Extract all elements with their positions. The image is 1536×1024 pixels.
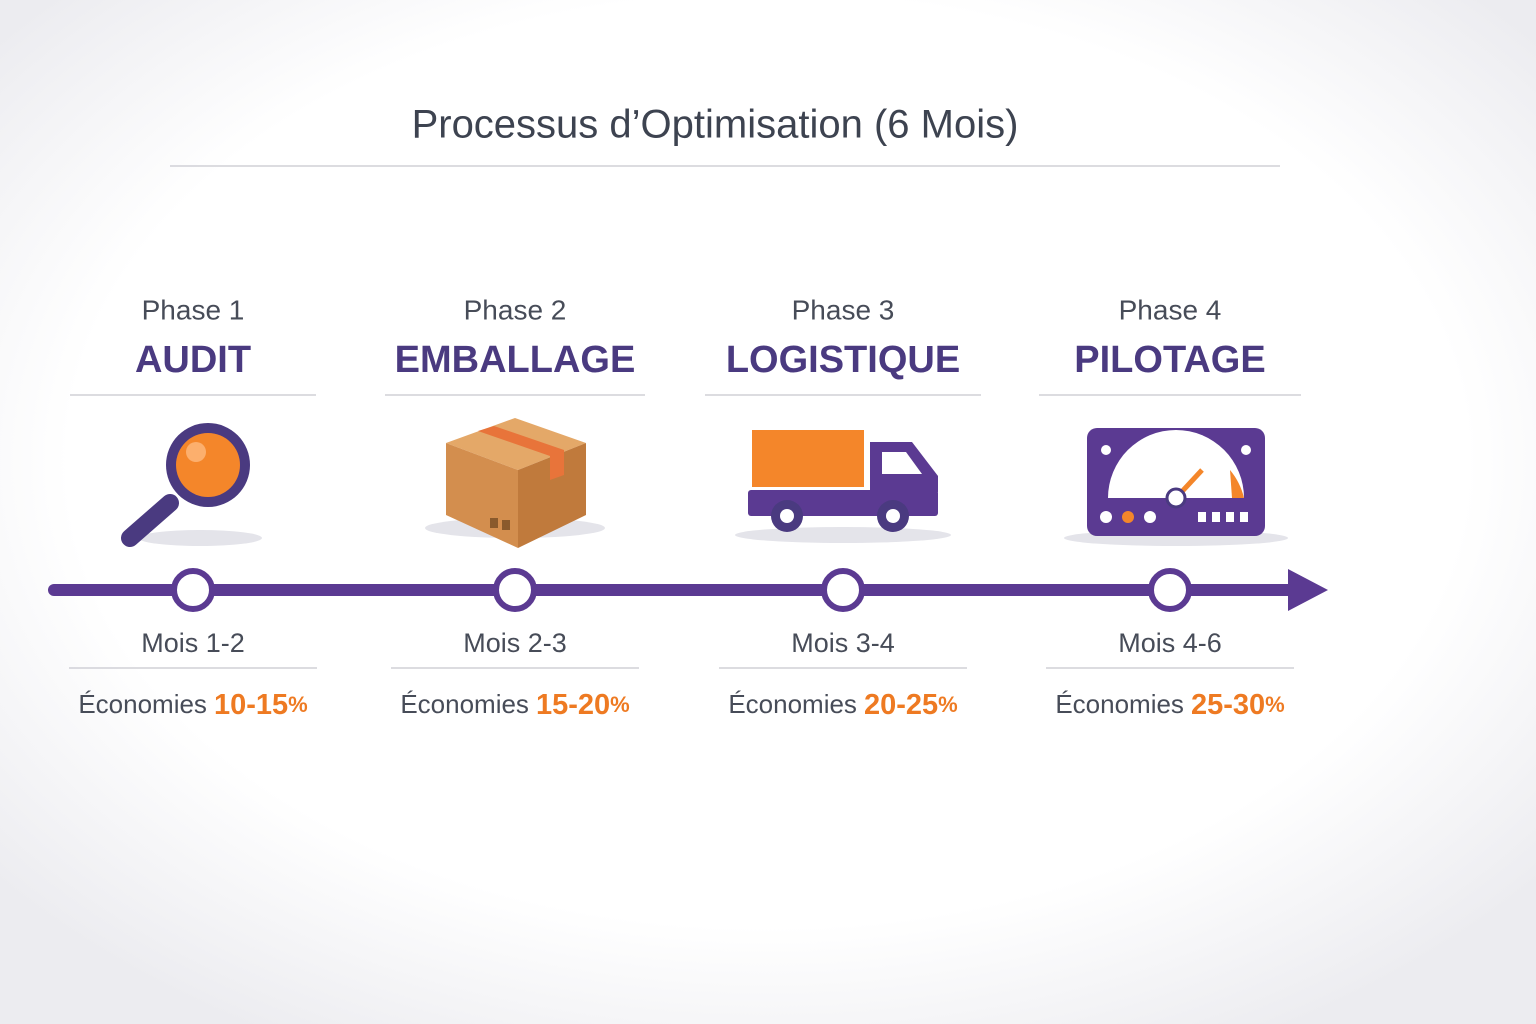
- savings-label: Économies: [1055, 689, 1184, 719]
- months-label: Mois 4-6: [1118, 628, 1222, 658]
- savings-label: Économies: [728, 689, 857, 719]
- timeline-arrow: [1288, 569, 1328, 611]
- savings: Économies 25-30%: [1055, 689, 1284, 721]
- savings-unit: %: [938, 692, 958, 717]
- milestone: [171, 568, 215, 612]
- savings-unit: %: [288, 692, 308, 717]
- savings: Économies 20-25%: [728, 689, 957, 721]
- icon-magnifier: [121, 423, 262, 547]
- savings-label: Économies: [78, 689, 207, 719]
- milestone: [493, 568, 537, 612]
- savings-range: 15-20: [536, 689, 610, 721]
- phase-label: Phase 4: [1119, 294, 1222, 325]
- title: Processus d’Optimisation (6 Mois): [412, 103, 1019, 147]
- milestone: [1148, 568, 1192, 612]
- months-label: Mois 3-4: [791, 628, 895, 658]
- phase-name: LOGISTIQUE: [726, 339, 960, 381]
- savings: Économies 15-20%: [400, 689, 629, 721]
- savings-unit: %: [1265, 692, 1285, 717]
- savings-unit: %: [610, 692, 630, 717]
- phase-name: AUDIT: [135, 339, 251, 381]
- milestone: [821, 568, 865, 612]
- phase-label: Phase 1: [142, 294, 245, 325]
- savings: Économies 10-15%: [78, 689, 307, 721]
- phase-label: Phase 3: [792, 294, 895, 325]
- phase-name: EMBALLAGE: [395, 339, 636, 381]
- months-label: Mois 2-3: [463, 628, 567, 658]
- icon-truck: [735, 430, 951, 543]
- savings-range: 10-15: [214, 689, 288, 721]
- phase-name: PILOTAGE: [1074, 339, 1265, 381]
- icon-dashboard: [1064, 428, 1288, 546]
- months-label: Mois 1-2: [141, 628, 245, 658]
- savings-label: Économies: [400, 689, 529, 719]
- savings-range: 25-30: [1191, 689, 1265, 721]
- savings-range: 20-25: [864, 689, 938, 721]
- phase-label: Phase 2: [464, 294, 567, 325]
- icon-box: [425, 418, 605, 548]
